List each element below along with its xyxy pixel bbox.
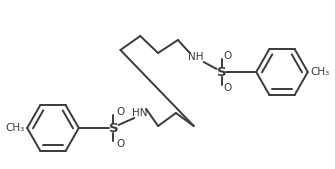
- Text: CH₃: CH₃: [311, 67, 330, 77]
- Text: HN: HN: [132, 108, 148, 118]
- Text: CH₃: CH₃: [5, 123, 24, 133]
- Text: NH: NH: [188, 52, 203, 62]
- Text: S: S: [109, 122, 118, 135]
- Text: O: O: [223, 83, 231, 93]
- Text: O: O: [223, 51, 231, 61]
- Text: O: O: [116, 139, 125, 149]
- Text: O: O: [116, 107, 125, 117]
- Text: S: S: [217, 66, 226, 78]
